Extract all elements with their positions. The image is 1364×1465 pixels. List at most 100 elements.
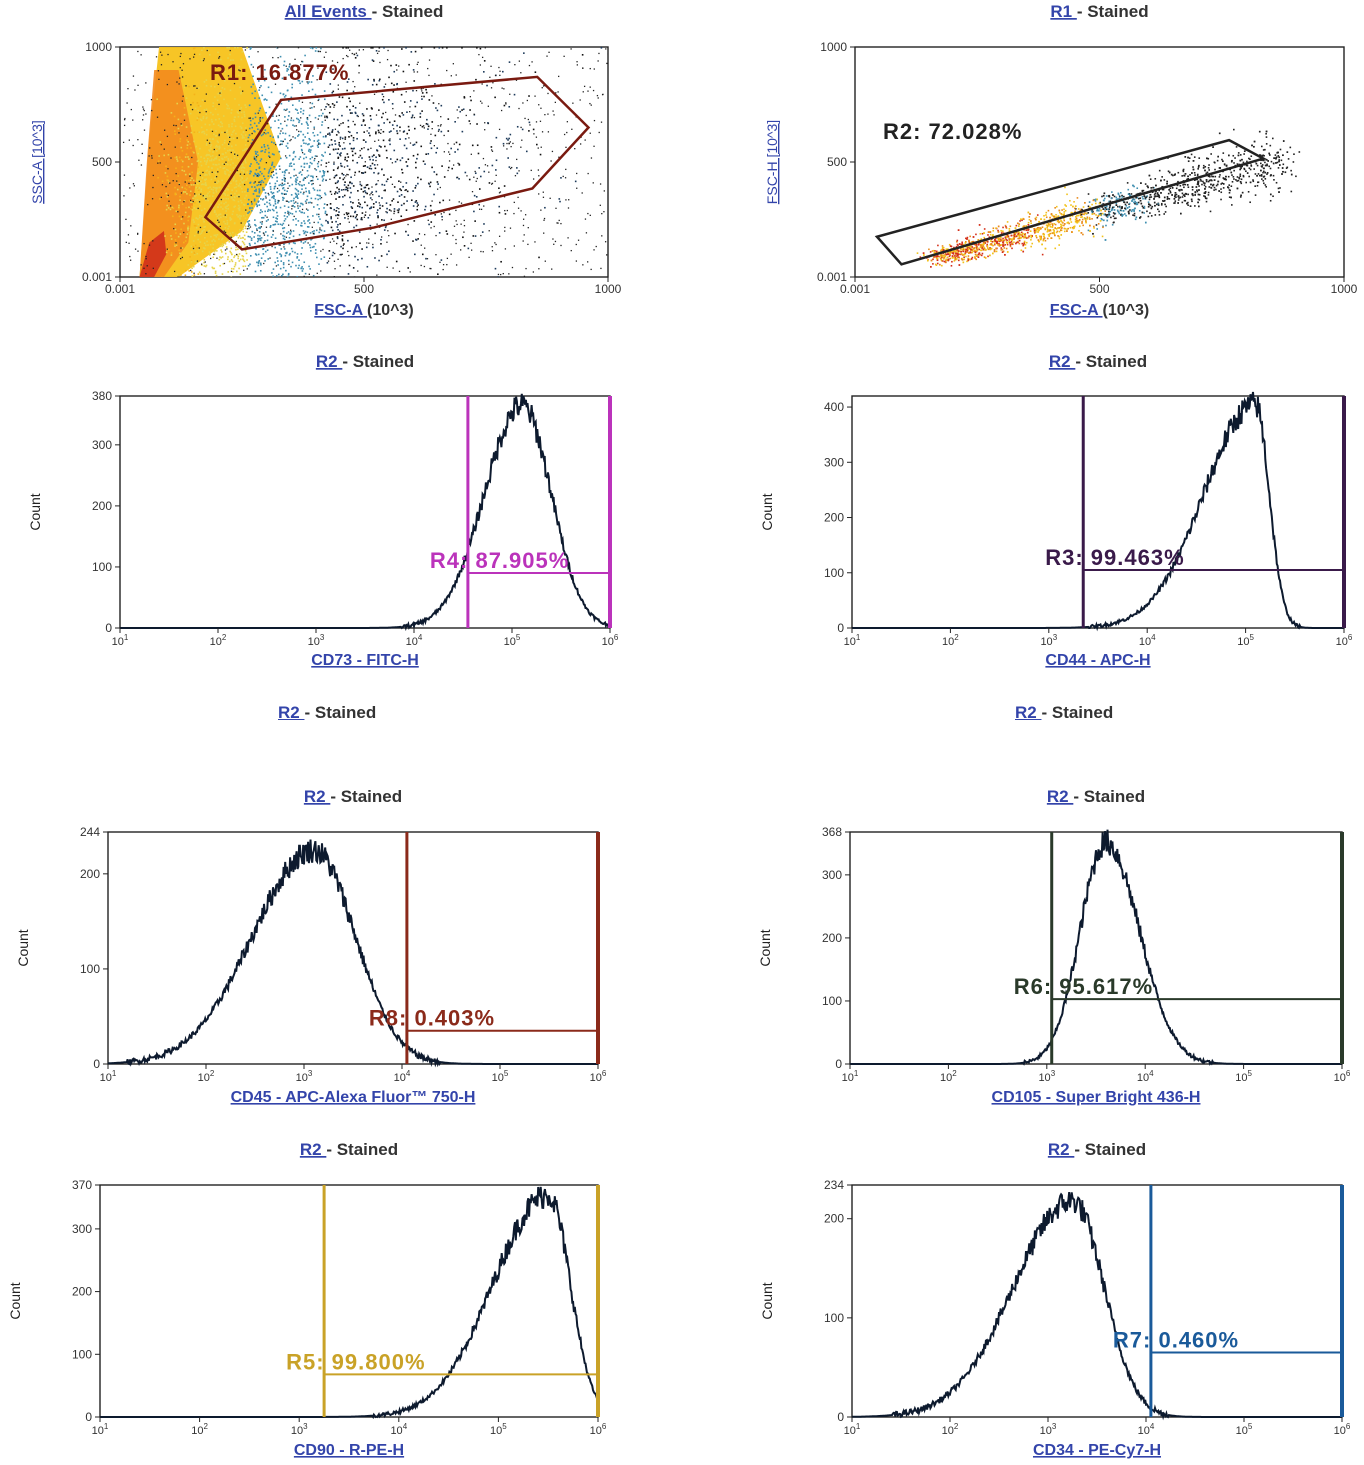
- p1-event: [330, 216, 332, 218]
- p1-event-sparse: [320, 270, 322, 272]
- p1-event: [241, 177, 244, 180]
- p1-event: [380, 255, 383, 257]
- p1-event: [264, 260, 266, 262]
- p1-event-sparse: [196, 260, 199, 262]
- p1-event-sparse: [129, 187, 131, 189]
- p1-event: [338, 153, 341, 156]
- p1-event: [194, 47, 196, 49]
- p1-event: [227, 133, 229, 136]
- p1-event: [181, 203, 184, 205]
- p1-event: [308, 143, 310, 145]
- p1-event: [199, 241, 202, 243]
- p1-event: [341, 114, 343, 117]
- p1-event-sparse: [416, 71, 419, 73]
- p1-event: [226, 258, 229, 261]
- p1-event: [481, 231, 484, 233]
- p2-event: [1108, 208, 1111, 210]
- p2-event: [1148, 198, 1151, 201]
- p1-event: [400, 194, 403, 196]
- p1-event-sparse: [348, 254, 350, 257]
- p2-event: [1269, 154, 1271, 156]
- p1-event: [212, 256, 215, 259]
- p1-event: [258, 237, 260, 240]
- p1-event: [248, 104, 251, 107]
- p1-event: [309, 268, 311, 270]
- p1-event: [218, 92, 220, 95]
- p1-event: [412, 69, 415, 71]
- p1-event-sparse: [238, 69, 240, 71]
- p1-event: [336, 226, 339, 228]
- p1-event: [244, 134, 247, 136]
- p1-event: [322, 171, 325, 173]
- p2-event: [961, 241, 963, 244]
- p1-event: [315, 169, 318, 171]
- p1-xlabel-link[interactable]: FSC-A: [314, 302, 367, 319]
- p1-gate-polygon[interactable]: [203, 75, 591, 251]
- p1-event: [393, 210, 396, 213]
- p1-event: [272, 268, 275, 270]
- p1-event-sparse: [291, 205, 293, 207]
- p1-event: [164, 235, 166, 237]
- p1-event: [265, 111, 267, 114]
- p1-event-sparse: [191, 108, 194, 111]
- p1-event: [193, 131, 196, 134]
- p1-event: [316, 178, 319, 181]
- p1-event: [359, 203, 362, 206]
- p1-event: [214, 270, 217, 273]
- p1-title-link[interactable]: All Events: [285, 2, 372, 21]
- p1-event-sparse: [130, 225, 132, 227]
- p1-event-sparse: [504, 248, 507, 250]
- p1-event: [284, 94, 287, 97]
- p2-event: [1091, 212, 1094, 214]
- p1-event: [344, 136, 347, 139]
- p1-event: [190, 125, 193, 127]
- p1-event: [251, 209, 253, 212]
- p2-title-link[interactable]: R1: [1050, 2, 1076, 21]
- p1-ylabel[interactable]: SSC-A [10^3]: [29, 120, 45, 204]
- p1-event-sparse: [605, 48, 607, 50]
- orphan-title-right-link[interactable]: R2: [1015, 703, 1042, 722]
- p2-event: [957, 253, 959, 256]
- p1-event-sparse: [607, 198, 608, 201]
- p1-event: [414, 253, 416, 256]
- p1-event-sparse: [200, 263, 203, 265]
- p2-event: [1257, 173, 1260, 175]
- p1-event-sparse: [236, 169, 239, 172]
- p1-event: [209, 254, 211, 256]
- p1-event-sparse: [301, 208, 304, 211]
- p1-event-sparse: [342, 244, 344, 247]
- p1-event: [200, 232, 203, 235]
- p1-event-sparse: [325, 51, 327, 53]
- p1-event: [283, 174, 286, 177]
- p1-event: [283, 176, 286, 179]
- p1-event: [323, 172, 325, 175]
- p1-event-sparse: [238, 196, 240, 198]
- p1-event: [264, 129, 267, 131]
- p1-event-sparse: [543, 232, 545, 234]
- p1-event: [248, 127, 251, 130]
- p1-event-sparse: [301, 169, 304, 171]
- p1-event-sparse: [439, 186, 441, 189]
- p1-event: [259, 235, 261, 237]
- p1-event: [383, 174, 385, 176]
- p1-event-sparse: [292, 136, 294, 138]
- p1-event: [185, 97, 188, 99]
- p1-event: [179, 233, 182, 235]
- p1-event-sparse: [151, 198, 154, 200]
- p1-event: [221, 122, 223, 125]
- p1-event: [223, 98, 225, 101]
- p1-event: [188, 173, 191, 176]
- p1-event: [498, 187, 500, 190]
- p1-event: [258, 195, 260, 197]
- p1-event-sparse: [167, 194, 169, 197]
- p1-event-sparse: [560, 244, 562, 247]
- p1-event: [210, 148, 212, 150]
- p1-event: [361, 157, 363, 159]
- orphan-title-left-link[interactable]: R2: [278, 703, 305, 722]
- p1-event: [224, 227, 227, 229]
- p1-event: [405, 209, 408, 211]
- p1-event: [261, 198, 264, 201]
- p1-event: [340, 245, 342, 248]
- p1-event: [235, 132, 237, 135]
- p2-event: [1005, 238, 1007, 241]
